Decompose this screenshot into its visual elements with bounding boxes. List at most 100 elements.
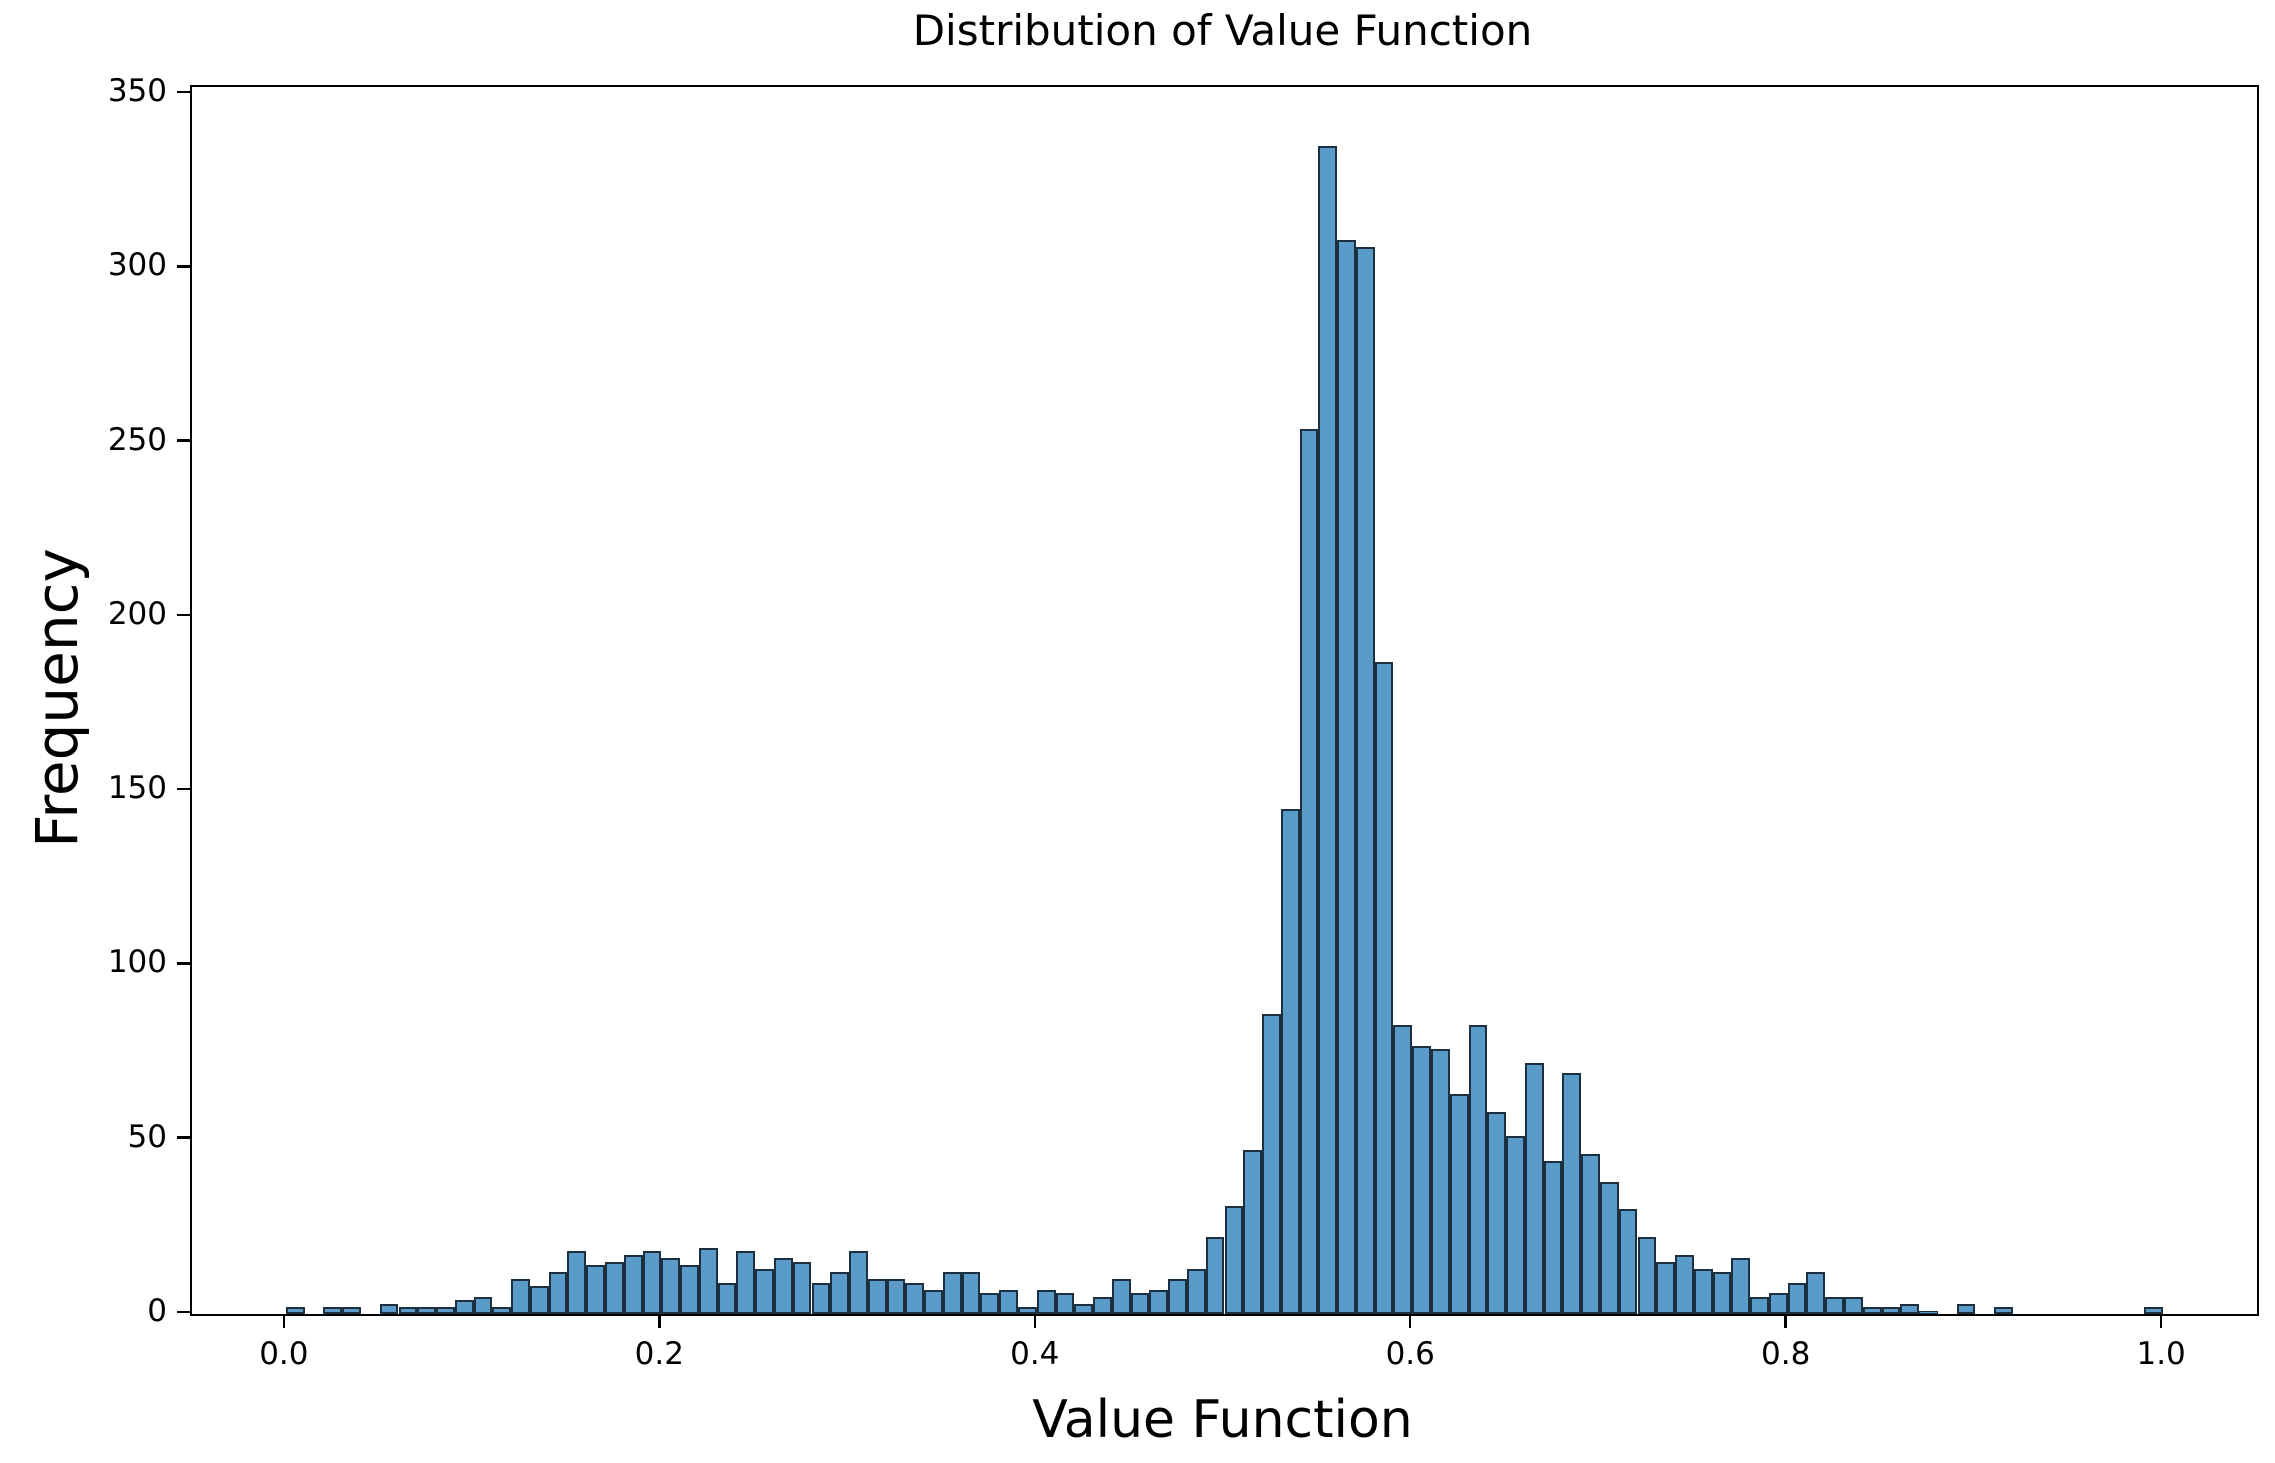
histogram-bar <box>492 1307 512 1314</box>
histogram-bar <box>942 1272 962 1314</box>
histogram-bar <box>1374 662 1394 1314</box>
histogram-bar <box>980 1293 1000 1314</box>
histogram-bar <box>1637 1237 1657 1314</box>
histogram-bar <box>1862 1307 1882 1314</box>
x-axis-tick <box>282 1314 286 1328</box>
histogram-bar <box>1806 1272 1826 1314</box>
histogram-bar <box>1093 1296 1112 1314</box>
x-axis-tick <box>1408 1314 1412 1328</box>
chart-title: Distribution of Value Function <box>912 6 1533 55</box>
histogram-bar <box>1018 1307 1037 1314</box>
histogram-bar <box>2144 1307 2164 1314</box>
histogram-bar <box>1487 1111 1507 1314</box>
histogram-bar <box>736 1251 756 1314</box>
y-axis-tick <box>177 265 190 268</box>
histogram-bar <box>792 1261 812 1314</box>
x-tick-label: 0.6 <box>1385 1336 1435 1372</box>
y-tick-label: 200 <box>107 595 167 632</box>
histogram-bar <box>1186 1268 1206 1314</box>
histogram-bar <box>698 1247 718 1314</box>
histogram-bar <box>285 1307 305 1314</box>
x-tick-label: 1.0 <box>2136 1336 2186 1372</box>
x-tick-label: 0.2 <box>634 1336 684 1372</box>
histogram-bar <box>680 1265 699 1314</box>
histogram-bar <box>1224 1205 1244 1314</box>
y-tick-label: 100 <box>107 944 167 981</box>
histogram-bar <box>529 1286 549 1314</box>
histogram-bar <box>1449 1094 1469 1314</box>
histogram-bar <box>398 1307 418 1314</box>
histogram-bar <box>1787 1282 1807 1314</box>
histogram-bar <box>1599 1181 1619 1314</box>
y-axis-tick <box>177 1310 190 1314</box>
histogram-bar <box>1581 1153 1600 1314</box>
x-axis-tick <box>1033 1314 1037 1328</box>
y-axis-tick <box>177 439 190 442</box>
x-axis-label: Value Function <box>1032 1390 1413 1450</box>
histogram-bar <box>1656 1261 1676 1314</box>
histogram-bar <box>1318 146 1338 1314</box>
histogram-bar <box>924 1289 943 1314</box>
histogram-bar <box>830 1272 850 1314</box>
histogram-bar <box>755 1268 774 1314</box>
y-tick-label: 0 <box>147 1293 167 1329</box>
y-axis-tick <box>177 787 190 791</box>
histogram-bar <box>1750 1296 1769 1314</box>
histogram-bar <box>1149 1289 1169 1314</box>
histogram-bar <box>849 1251 868 1314</box>
histogram-bar <box>1731 1258 1751 1314</box>
histogram-bar <box>886 1279 906 1314</box>
histogram-bar <box>623 1254 643 1314</box>
histogram-bar <box>1355 247 1375 1314</box>
histogram-bar <box>1337 240 1356 1314</box>
y-axis-tick <box>177 90 190 94</box>
histogram-bar <box>1618 1209 1638 1314</box>
y-axis-tick <box>177 962 190 965</box>
x-tick-label: 0.8 <box>1761 1336 1811 1372</box>
plot-area <box>190 85 2259 1316</box>
y-axis-tick <box>177 1136 190 1139</box>
histogram-bar <box>1524 1063 1544 1314</box>
histogram-bar <box>811 1282 831 1314</box>
histogram-bar <box>1262 1014 1281 1314</box>
y-tick-label: 250 <box>107 421 167 458</box>
histogram-bar <box>605 1261 624 1314</box>
histogram-bar <box>1675 1254 1694 1314</box>
histogram-bar <box>1036 1289 1056 1314</box>
histogram-bar <box>548 1272 568 1314</box>
y-axis-tick <box>177 613 190 617</box>
x-tick-label: 0.0 <box>259 1336 309 1372</box>
histogram-bar <box>1243 1150 1263 1314</box>
x-axis-tick <box>1784 1314 1787 1328</box>
histogram-bar <box>1468 1024 1488 1314</box>
y-tick-label: 50 <box>127 1118 167 1155</box>
x-axis-tick <box>658 1314 661 1328</box>
histogram-bar <box>1130 1293 1150 1314</box>
histogram-bar <box>379 1303 399 1314</box>
histogram-bar <box>1055 1293 1075 1314</box>
histogram-bar <box>1900 1303 1920 1314</box>
histogram-bar <box>473 1296 493 1314</box>
histogram-bar <box>342 1307 361 1314</box>
histogram-bar <box>1074 1303 1094 1314</box>
histogram-bar <box>867 1279 887 1314</box>
histogram-bar <box>323 1307 343 1314</box>
histogram-bar <box>1543 1160 1563 1314</box>
histogram-bar <box>773 1258 793 1314</box>
histogram-bar <box>1825 1296 1844 1314</box>
histogram-bar <box>1712 1272 1732 1314</box>
histogram-bar <box>1994 1307 2013 1314</box>
histogram-bar <box>1844 1296 1863 1314</box>
y-tick-label: 300 <box>107 247 167 284</box>
x-tick-label: 0.4 <box>1010 1336 1060 1372</box>
histogram-bar <box>1205 1237 1225 1314</box>
histogram-bar <box>1693 1268 1713 1314</box>
histogram-bar <box>1393 1024 1413 1314</box>
histogram-bar <box>1431 1049 1450 1314</box>
histogram-bar <box>1299 428 1319 1314</box>
histogram-bar <box>1168 1279 1187 1314</box>
y-tick-label: 350 <box>107 72 167 109</box>
histogram-bar <box>1768 1293 1788 1314</box>
histogram-bar <box>905 1282 925 1314</box>
histogram-bar <box>642 1251 662 1314</box>
